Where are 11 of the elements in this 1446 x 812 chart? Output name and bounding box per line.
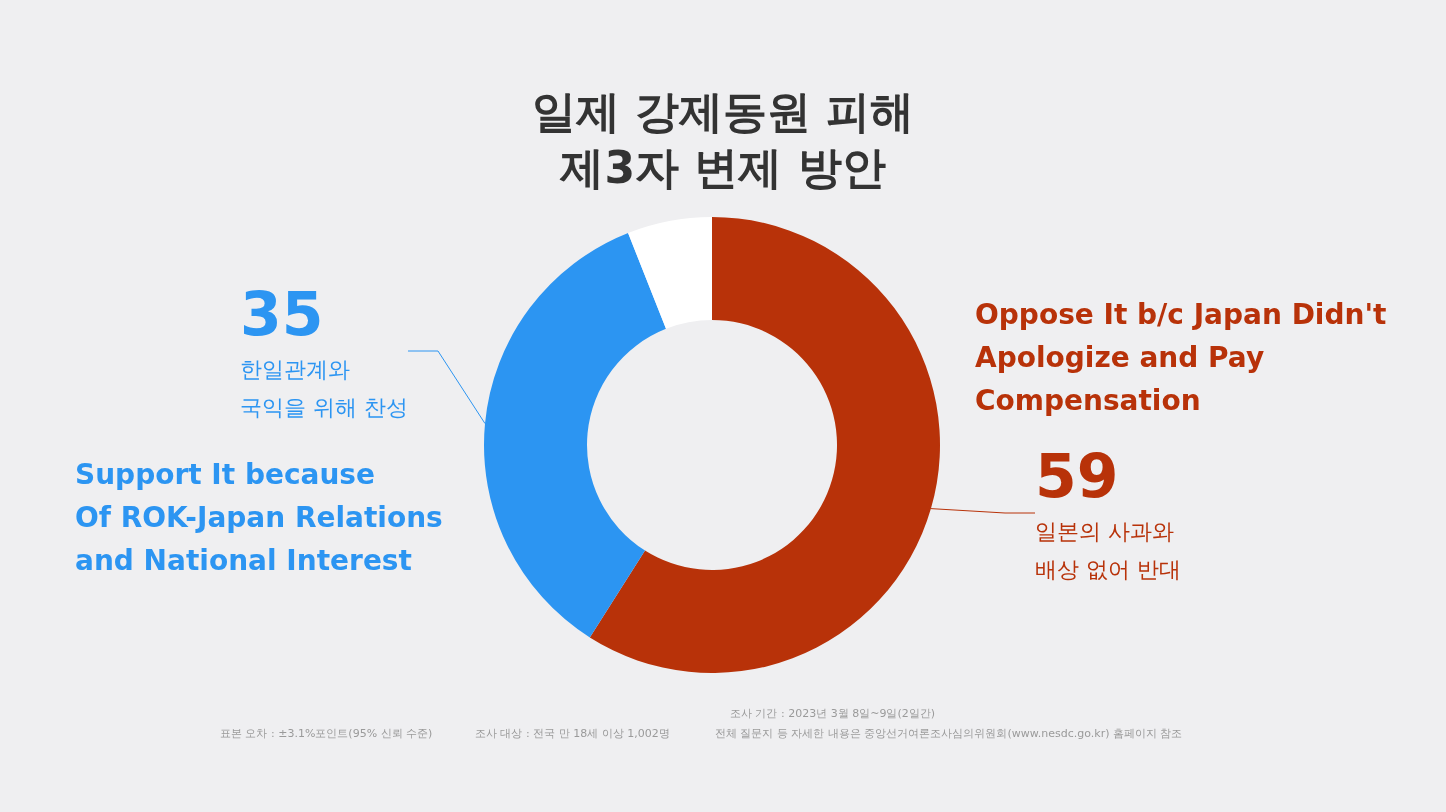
chart-title: 일제 강제동원 피해 제3자 변제 방안 — [531, 85, 915, 193]
text: 전체 질문지 등 자세한 내용은 중앙선거여론조사심의위원회(www.nesdc.go.kr) 홈페이지 참조 — [715, 726, 1183, 740]
text: 조사 대상 : 전국 만 18세 이상 1,002명 — [475, 726, 670, 740]
slice-label: 일본의 사과와 배상 없어 반대 — [1035, 518, 1181, 582]
data-label: 59 — [1035, 441, 1119, 511]
data-label: 35 — [240, 279, 324, 349]
text: 조사 기간 : 2023년 3월 8일~9일(2일간) — [730, 706, 935, 720]
text: 표본 오차 : ±3.1%포인트(95% 신뢰 수준) — [220, 726, 433, 740]
slice-label: 한일관계와 국익을 위해 찬성 — [240, 356, 408, 420]
text: Oppose It b/c Japan Didn't Apologize and Pay Compensation — [975, 298, 1387, 417]
text: Support It because Of ROK-Japan Relations and National Interest — [75, 458, 443, 577]
